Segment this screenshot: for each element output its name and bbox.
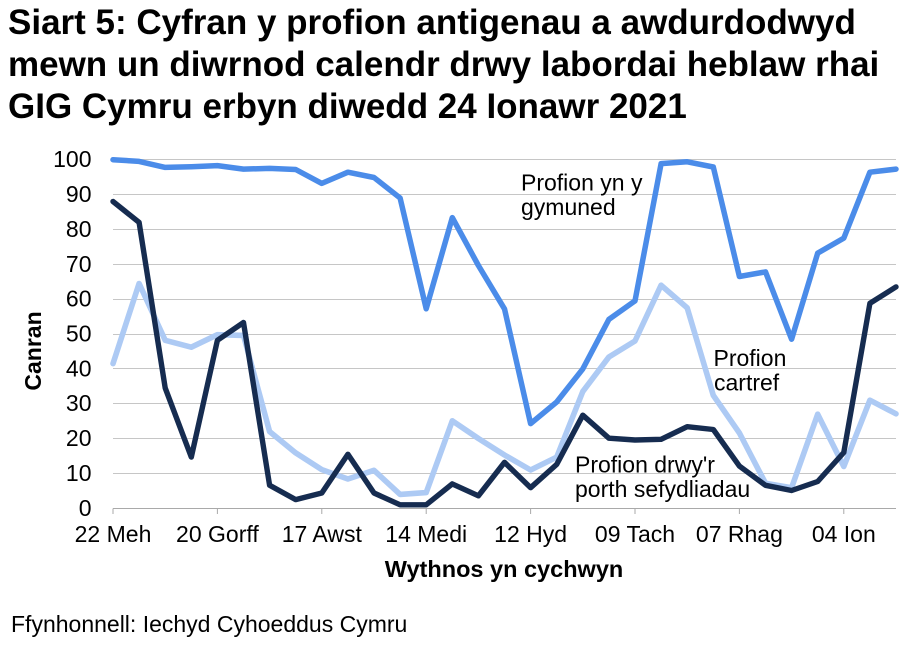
svg-text:10: 10	[66, 460, 92, 486]
svg-text:40: 40	[66, 355, 92, 381]
svg-text:Wythnos yn cychwyn: Wythnos yn cychwyn	[385, 556, 624, 582]
svg-text:20 Gorff: 20 Gorff	[176, 521, 259, 547]
svg-text:Profion yn y: Profion yn y	[521, 170, 643, 196]
svg-text:gymuned: gymuned	[521, 194, 616, 220]
svg-text:90: 90	[66, 181, 92, 207]
svg-text:porth sefydliadau: porth sefydliadau	[575, 476, 750, 502]
svg-text:12 Hyd: 12 Hyd	[494, 521, 567, 547]
svg-text:17 Awst: 17 Awst	[282, 521, 363, 547]
svg-text:80: 80	[66, 216, 92, 242]
svg-text:0: 0	[79, 495, 92, 521]
svg-text:Profion: Profion	[714, 345, 787, 371]
svg-text:100: 100	[53, 146, 91, 172]
svg-text:07 Rhag: 07 Rhag	[696, 521, 783, 547]
svg-text:cartref: cartref	[714, 370, 780, 396]
svg-text:60: 60	[66, 286, 92, 312]
svg-text:Canran: Canran	[20, 311, 46, 390]
svg-text:09 Tach: 09 Tach	[595, 521, 675, 547]
svg-text:22 Meh: 22 Meh	[75, 521, 152, 547]
svg-text:50: 50	[66, 321, 92, 347]
svg-text:Ffynhonnell: Iechyd Cyhoeddus: Ffynhonnell: Iechyd Cyhoeddus Cymru	[11, 611, 407, 637]
svg-text:30: 30	[66, 390, 92, 416]
svg-text:04 Ion: 04 Ion	[812, 521, 876, 547]
svg-text:14 Medi: 14 Medi	[385, 521, 467, 547]
svg-text:Profion drwy'r: Profion drwy'r	[575, 452, 715, 478]
svg-text:70: 70	[66, 251, 92, 277]
svg-text:20: 20	[66, 425, 92, 451]
